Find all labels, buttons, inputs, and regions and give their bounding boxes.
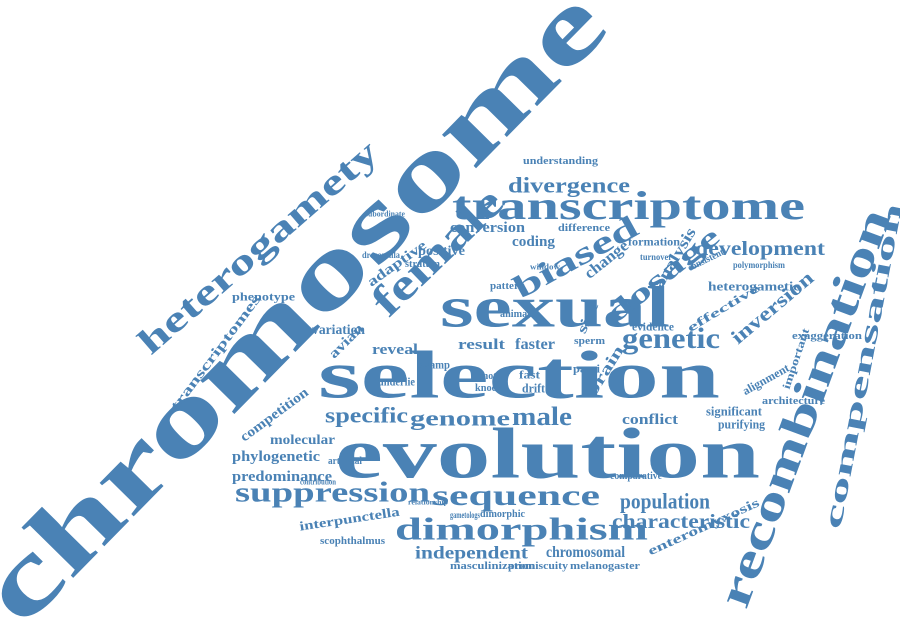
word-heterogametic: heterogametic xyxy=(708,278,800,294)
word-comparative: comparative xyxy=(610,471,662,482)
word-population: population xyxy=(620,488,710,514)
word-difference: difference xyxy=(558,222,610,235)
word-stratum: stratum xyxy=(405,259,440,270)
word-knock: knock xyxy=(475,382,502,395)
word-conversion: conversion xyxy=(450,220,525,236)
word-relationship: relationship xyxy=(408,498,448,507)
word-sexual: sexual xyxy=(440,274,670,340)
word-scophthalmus: scophthalmus xyxy=(320,535,385,548)
word-window: window xyxy=(530,262,560,272)
word-chromosomal: chromosomal xyxy=(546,544,625,562)
word-specific: specific xyxy=(325,402,408,428)
word-positive: positive xyxy=(418,243,465,259)
word-sequence: sequence xyxy=(432,479,600,512)
word-evolution: evolution xyxy=(335,413,760,494)
word-molecular: molecular xyxy=(270,432,335,448)
word-melanogaster: melanogaster xyxy=(570,561,640,572)
word-conflict: conflict xyxy=(622,412,678,428)
word-dimorphic: dimorphic xyxy=(480,509,525,520)
word-selection: selection xyxy=(318,336,720,413)
word-architecture: architecture xyxy=(762,396,825,407)
word-variation: variation xyxy=(312,322,365,338)
word-development: development xyxy=(695,238,825,260)
word-drosophila: drosophila xyxy=(362,249,400,260)
word-exaggeration: exaggeration xyxy=(792,330,862,343)
word-promiscuity: promiscuity xyxy=(508,561,568,572)
word-divergence: divergence xyxy=(508,172,630,198)
word-characteristic: characteristic xyxy=(612,511,750,533)
word-underlie: underlie xyxy=(378,374,415,389)
word-genetic: genetic xyxy=(622,322,720,355)
word-masculinization: masculinization xyxy=(450,561,535,572)
word-pattern: pattern xyxy=(490,280,525,293)
word-drift: drift xyxy=(522,380,545,396)
word-contribution: contribution xyxy=(300,477,336,487)
word-evidence: evidence xyxy=(632,319,674,334)
word-pami: pami xyxy=(573,361,600,376)
word-artificial: artificial xyxy=(328,456,362,467)
word-dimorphism: dimorphism xyxy=(395,510,648,547)
word-coding: coding xyxy=(512,234,555,250)
word-fast: fast xyxy=(519,367,540,382)
word-transcriptome: transcriptome xyxy=(452,183,805,228)
word-phylogenetic: phylogenetic xyxy=(232,449,320,465)
word-suppression: suppression xyxy=(235,477,430,509)
word-independent: independent xyxy=(415,542,528,563)
word-faster: faster xyxy=(515,336,555,354)
word-result: result xyxy=(458,337,505,353)
word-reveal: reveal xyxy=(372,342,418,358)
word-sperm: sperm xyxy=(574,335,605,348)
word-interpunctella: interpunctella xyxy=(298,503,401,534)
word-male: male xyxy=(512,402,572,432)
word-predominance: predominance xyxy=(232,469,332,485)
word-swamp: swamp xyxy=(418,357,450,372)
word-formation: formation xyxy=(628,234,680,249)
word-turnover: turnover xyxy=(640,251,672,262)
word-genome: genome xyxy=(410,405,510,431)
word-subordinate: subordinate xyxy=(365,209,405,219)
word-animal: animal xyxy=(500,308,530,321)
word-polymorphism: polymorphism xyxy=(733,259,785,270)
word-purifying: purifying xyxy=(718,416,765,432)
word-gametologs: gametologs xyxy=(450,509,480,520)
word-understanding: understanding xyxy=(523,155,598,168)
word-moth: moth xyxy=(480,370,502,383)
word-significant: significant xyxy=(706,403,762,419)
word-phenotype: phenotype xyxy=(232,289,295,304)
